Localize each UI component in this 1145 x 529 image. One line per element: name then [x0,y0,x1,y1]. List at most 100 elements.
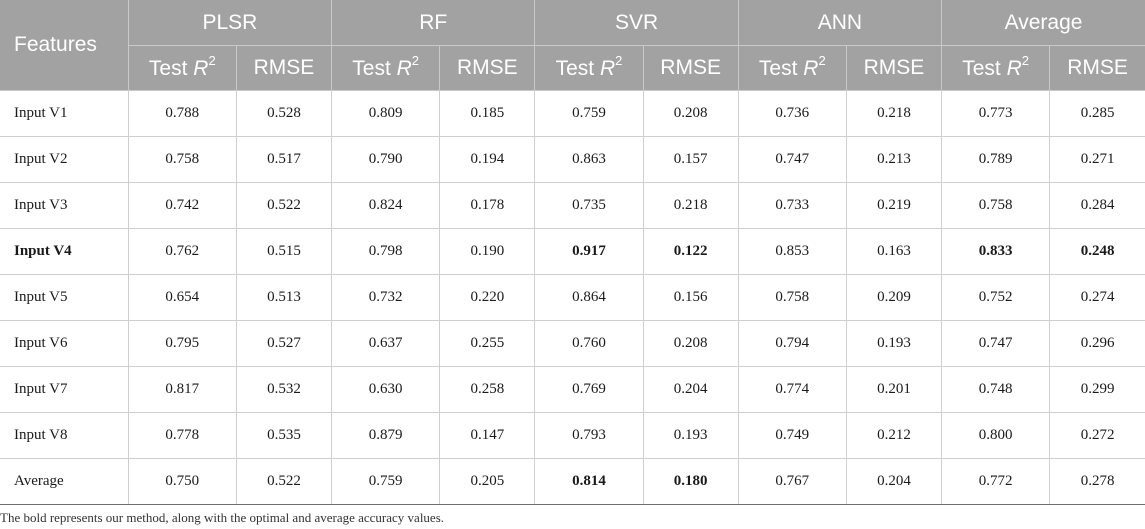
metric-header-superscript: 2 [818,53,826,68]
table-cell: 0.122 [643,228,739,275]
row-label: Input V2 [0,136,129,183]
table-cell: 0.299 [1049,366,1145,413]
table-cell: 0.190 [439,228,536,275]
table-row: Input V6 0.795 0.527 0.637 0.255 0.760 0.208 0.… [0,320,1145,367]
table-cell: 0.732 [331,274,441,321]
table-cell: 0.193 [846,320,943,367]
table-cell: 0.218 [846,90,943,137]
metric-header-rmse-average: RMSE [1049,45,1145,91]
metric-header-test-r2-ann: Test R2 [738,45,847,91]
table-row: Average 0.750 0.522 0.759 0.205 0.814 0.180 0.7… [0,458,1145,505]
table-cell: 0.178 [439,182,536,229]
table-cell: 0.809 [331,90,441,137]
table-cell: 0.853 [738,228,847,275]
metric-header-rmse-ann: RMSE [846,45,943,91]
table-cell: 0.522 [236,458,333,505]
table-row: Input V7 0.817 0.532 0.630 0.258 0.769 0.204 0.… [0,366,1145,413]
table-cell: 0.296 [1049,320,1145,367]
table-cell: 0.272 [1049,412,1145,459]
metric-header-rmse-rf: RMSE [439,45,536,91]
metric-header-superscript: 2 [411,53,420,68]
header-row-groups: Features PLSR RF SVR ANN Average [0,0,1145,91]
table-cell: 0.528 [236,90,333,137]
metric-header-test-r-text: Test R [758,57,819,80]
table-cell: 0.774 [738,366,847,413]
table-cell: 0.800 [941,412,1051,459]
row-label: Input V7 [0,366,129,413]
table-cell: 0.163 [846,228,943,275]
table-cell: 0.274 [1049,274,1145,321]
group-header-plsr: PLSR [128,0,333,46]
table-cell: 0.733 [738,182,847,229]
row-label: Input V6 [0,320,129,367]
metric-header-superscript: 2 [1021,53,1030,68]
table-cell: 0.220 [439,274,536,321]
table-cell: 0.917 [534,228,644,275]
table-cell: 0.758 [738,274,847,321]
table-cell: 0.864 [534,274,644,321]
table-cell: 0.630 [331,366,441,413]
row-label: Input V8 [0,412,129,459]
metric-header-test-r-text: Test R [148,57,209,80]
table-cell: 0.193 [643,412,739,459]
metric-header-test-r2-plsr: Test R2 [128,45,237,91]
table-cell: 0.759 [534,90,644,137]
metric-header-test-r2-average: Test R2 [941,45,1051,91]
table-cell: 0.208 [643,320,739,367]
row-label: Input V4 [0,228,129,275]
group-header-ann: ANN [738,0,943,46]
table-cell: 0.767 [738,458,847,505]
group-header-svr: SVR [534,0,739,46]
table-cell: 0.255 [439,320,536,367]
table-cell: 0.814 [534,458,644,505]
table-cell: 0.209 [846,274,943,321]
results-table: Features PLSR RF SVR ANN Average Test R2… [0,0,1145,505]
table-cell: 0.204 [643,366,739,413]
table-cell: 0.218 [643,182,739,229]
metric-header-test-r-text: Test R [555,57,616,80]
table-cell: 0.762 [128,228,237,275]
table-cell: 0.515 [236,228,333,275]
table-cell: 0.788 [128,90,237,137]
metric-header-rmse-plsr: RMSE [236,45,333,91]
table-cell: 0.750 [128,458,237,505]
metric-header-test-r-text: Test R [962,57,1022,80]
table-cell: 0.532 [236,366,333,413]
table-footnote: The bold represents our method, along wi… [0,510,445,525]
table-cell: 0.637 [331,320,441,367]
table-row: Input V5 0.654 0.513 0.732 0.220 0.864 0.156 0.… [0,274,1145,321]
row-label: Input V5 [0,274,129,321]
table-cell: 0.205 [439,458,536,505]
header-row-metrics: Test R2 RMSE Test R2 RMSE Test R2 RMSE Test R2… [0,45,1145,91]
metric-header-superscript: 2 [615,53,623,68]
table-cell: 0.794 [738,320,847,367]
table-cell: 0.212 [846,412,943,459]
metric-header-test-r2-svr: Test R2 [534,45,644,91]
table-row: Input V8 0.778 0.535 0.879 0.147 0.793 0.193 0.… [0,412,1145,459]
table-cell: 0.517 [236,136,333,183]
table-cell: 0.278 [1049,458,1145,505]
table-cell: 0.735 [534,182,644,229]
table-cell: 0.219 [846,182,943,229]
table-cell: 0.760 [534,320,644,367]
table-cell: 0.773 [941,90,1051,137]
metric-header-test-r2-rf: Test R2 [331,45,441,91]
table-cell: 0.285 [1049,90,1145,137]
table-cell: 0.758 [128,136,237,183]
row-label: Input V3 [0,182,129,229]
table-cell: 0.798 [331,228,441,275]
metric-header-superscript: 2 [208,53,216,68]
table-row: Input V1 0.788 0.528 0.809 0.185 0.759 0.208 0.… [0,90,1145,137]
table-cell: 0.204 [846,458,943,505]
table-cell: 0.522 [236,182,333,229]
table-cell: 0.736 [738,90,847,137]
table-cell: 0.817 [128,366,237,413]
table-cell: 0.201 [846,366,943,413]
table-cell: 0.535 [236,412,333,459]
group-header-rf: RF [331,0,536,46]
row-label: Average [0,458,129,505]
table-cell: 0.795 [128,320,237,367]
table-cell: 0.271 [1049,136,1145,183]
table-cell: 0.513 [236,274,333,321]
table-cell: 0.194 [439,136,536,183]
